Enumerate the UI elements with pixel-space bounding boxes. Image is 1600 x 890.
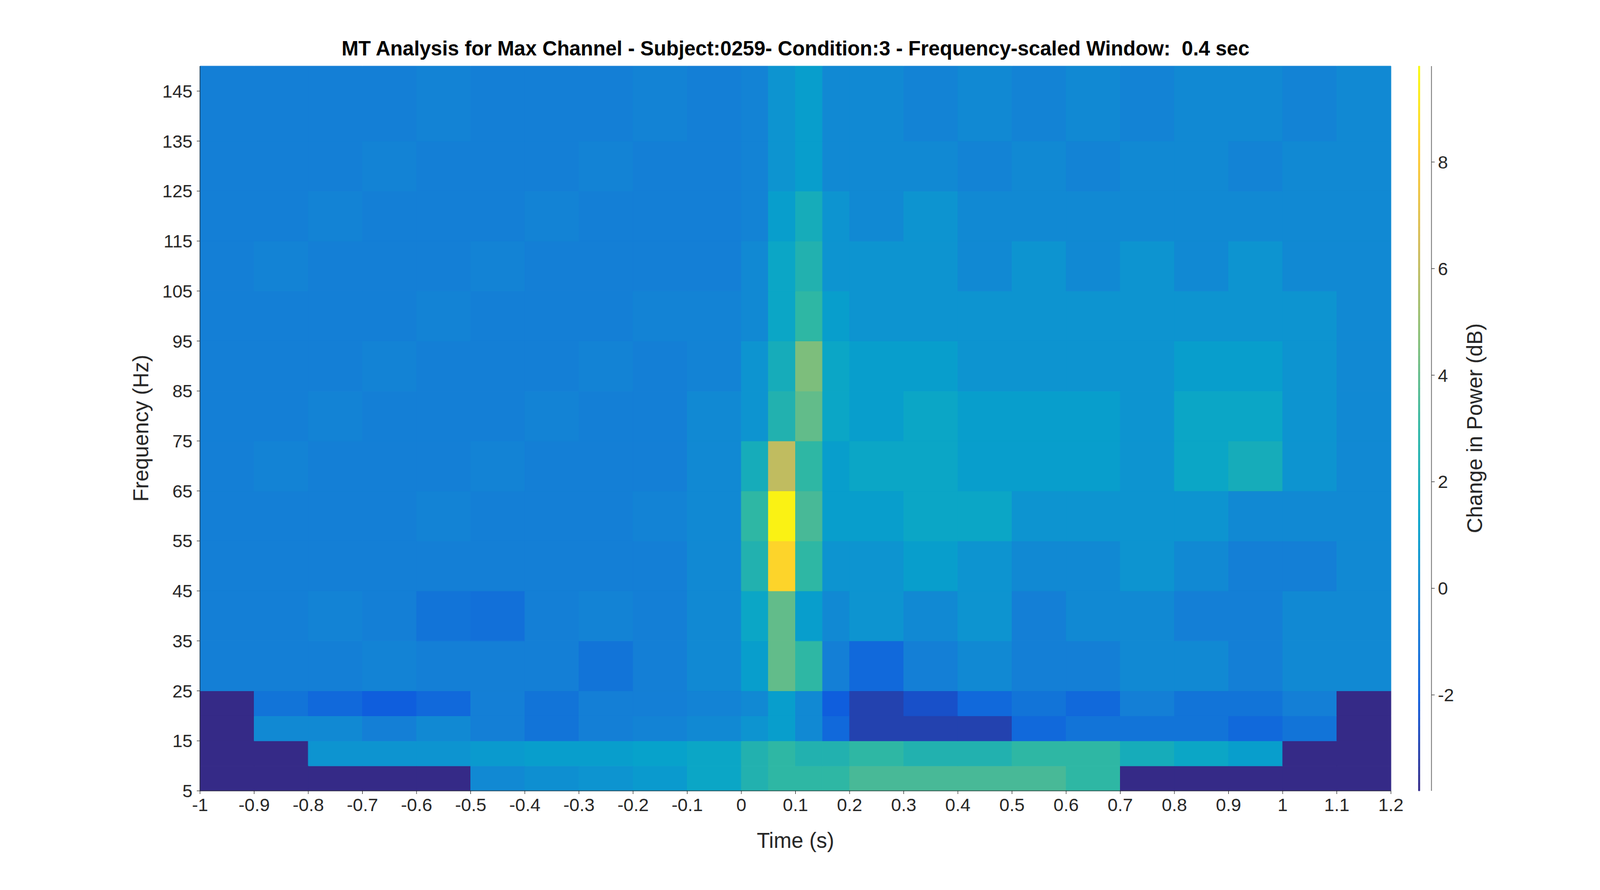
svg-text:0.2: 0.2: [836, 794, 862, 815]
svg-text:95: 95: [172, 331, 193, 352]
svg-text:0.7: 0.7: [1107, 794, 1133, 815]
html-text:Change in Power (dB): Change in Power (dB): [1462, 323, 1487, 534]
svg-text:0.3: 0.3: [891, 794, 917, 815]
html-text:Frequency (Hz): Frequency (Hz): [129, 354, 153, 502]
svg-text:0.1: 0.1: [782, 794, 808, 815]
svg-text:0.6: 0.6: [1053, 794, 1079, 815]
svg-text:-2: -2: [1437, 684, 1454, 706]
svg-text:1: 1: [1277, 794, 1288, 815]
svg-text:45: 45: [172, 580, 193, 602]
svg-text:145: 145: [162, 81, 193, 102]
svg-text:-0.7: -0.7: [346, 794, 379, 815]
svg-text:105: 105: [162, 281, 193, 302]
svg-text:-0.1: -0.1: [671, 794, 703, 815]
svg-text:4: 4: [1437, 365, 1448, 386]
svg-text:6: 6: [1437, 258, 1448, 279]
svg-text:8: 8: [1437, 152, 1448, 173]
svg-text:65: 65: [172, 481, 193, 502]
svg-text:75: 75: [172, 430, 193, 452]
svg-text:0: 0: [1437, 578, 1448, 599]
svg-text:0.8: 0.8: [1161, 794, 1187, 815]
svg-text:-0.3: -0.3: [563, 794, 595, 815]
svg-text:-0.6: -0.6: [401, 794, 433, 815]
svg-text:1.1: 1.1: [1324, 794, 1350, 815]
svg-text:-0.5: -0.5: [454, 794, 487, 815]
svg-text:2: 2: [1437, 471, 1448, 492]
svg-text:15: 15: [172, 730, 193, 751]
svg-text:-0.4: -0.4: [509, 794, 541, 815]
svg-text:55: 55: [172, 530, 193, 551]
svg-text:-0.2: -0.2: [617, 794, 650, 815]
svg-text:135: 135: [162, 131, 193, 152]
svg-text:25: 25: [172, 681, 193, 702]
svg-text:85: 85: [172, 380, 193, 402]
svg-text:35: 35: [172, 630, 193, 652]
svg-text:0.9: 0.9: [1216, 794, 1242, 815]
html-text:Time (s): Time (s): [756, 828, 835, 853]
html-text:MT Analysis for Max Channel -: MT Analysis for Max Channel - Subject:02…: [341, 37, 1250, 60]
svg-text:115: 115: [163, 230, 193, 252]
svg-text:125: 125: [162, 180, 193, 202]
svg-text:-0.9: -0.9: [238, 794, 270, 815]
svg-text:5: 5: [182, 780, 193, 802]
svg-text:-1: -1: [192, 794, 208, 815]
svg-text:0.5: 0.5: [999, 794, 1025, 815]
svg-text:1.2: 1.2: [1378, 794, 1404, 815]
svg-text:0.4: 0.4: [945, 794, 971, 815]
svg-text:0: 0: [736, 794, 747, 815]
svg-text:-0.8: -0.8: [292, 794, 325, 815]
